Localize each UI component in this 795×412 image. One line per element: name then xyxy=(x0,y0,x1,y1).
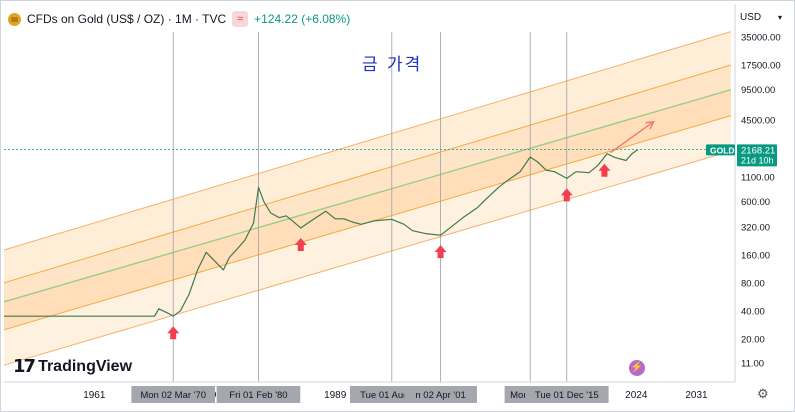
y-tick-label: 80.00 xyxy=(741,278,765,289)
y-tick-label: 600.00 xyxy=(741,197,770,208)
channel-center-line xyxy=(3,89,732,303)
x-tick-label: 2024 xyxy=(625,390,648,401)
y-tick-label: 20.00 xyxy=(741,334,765,345)
crosshair-date-box xyxy=(216,386,301,403)
y-tick-label: 40.00 xyxy=(741,306,765,317)
y-tick-label: 320.00 xyxy=(741,222,770,233)
y-tick-label: 1100.00 xyxy=(741,172,775,183)
channel-upper-line xyxy=(3,31,732,251)
channel-band-outer-upper xyxy=(4,31,731,283)
y-tick-label: 35000.00 xyxy=(741,33,781,44)
buy-marker-arrow xyxy=(294,238,307,252)
y-tick-label: 17500.00 xyxy=(741,61,781,72)
crosshair-date-label: n 02 Apr '01 xyxy=(415,390,465,401)
crosshair-date-box xyxy=(524,386,609,403)
price-tag-countdown: 21d 10h xyxy=(741,155,774,165)
plot-area[interactable] xyxy=(4,32,735,382)
channel-outer-lower-line xyxy=(3,150,732,366)
wave-icon[interactable]: ≈ xyxy=(232,11,249,27)
symbol-title[interactable]: CFDs on Gold (US$ / OZ) · 1M · TVC xyxy=(27,12,227,26)
gold-tag-label: GOLD xyxy=(710,145,735,155)
crosshair-date-label: Tue 01 Dec '15 xyxy=(535,390,599,401)
buy-marker-arrow xyxy=(167,326,180,340)
x-tick-label: 2031 xyxy=(685,390,708,401)
lightning-icon[interactable]: ⚡ xyxy=(629,360,645,376)
chevron-down-icon[interactable]: ▾ xyxy=(778,13,783,22)
price-tag-value: 2168.21 xyxy=(741,145,775,156)
gold-symbol-icon xyxy=(8,12,21,26)
y-tick-label: 160.00 xyxy=(741,250,770,261)
y-tick-label: 4500.00 xyxy=(741,115,775,126)
y-tick-label: 9500.00 xyxy=(741,85,775,96)
crosshair-date-box xyxy=(131,386,216,403)
tradingview-logo: 17 TradingView xyxy=(13,356,132,377)
currency-selector[interactable]: USD xyxy=(740,12,762,23)
buy-marker-arrow xyxy=(434,245,447,259)
channel-band-inner xyxy=(4,65,731,330)
buy-marker-arrow xyxy=(560,188,573,202)
crosshair-date-box xyxy=(404,386,477,403)
projection-arrow xyxy=(610,121,654,154)
price-tag-box xyxy=(737,144,777,167)
chart-header: CFDs on Gold (US$ / OZ) · 1M · TVC ≈ +12… xyxy=(8,10,350,28)
tradingview-mark-icon: 17 xyxy=(13,356,36,377)
x-tick-label: 1961 xyxy=(83,390,106,401)
gold-tag xyxy=(706,144,735,156)
y-tick-label: 11.00 xyxy=(741,359,764,370)
gold-price-line xyxy=(4,148,639,317)
projection-arrow-head xyxy=(645,120,655,130)
channel-band-outer-lower xyxy=(4,115,731,366)
tradingview-wordmark: TradingView xyxy=(38,357,133,375)
price-change: +124.22 (+6.08%) xyxy=(254,12,351,26)
buy-marker-arrow xyxy=(598,163,611,177)
x-tick-label: 1989 xyxy=(324,390,347,401)
crosshair-date-label: Tue 01 Aug '95 xyxy=(360,390,423,401)
channel-upper-mid-line xyxy=(3,64,732,284)
gear-icon[interactable]: ⚙ xyxy=(757,386,769,401)
annotation-title: 금 가격 xyxy=(362,55,423,75)
crosshair-date-label: Fri 01 Feb '80 xyxy=(229,390,287,401)
crosshair-date-label: Mon 02 Mar '70 xyxy=(140,390,206,401)
